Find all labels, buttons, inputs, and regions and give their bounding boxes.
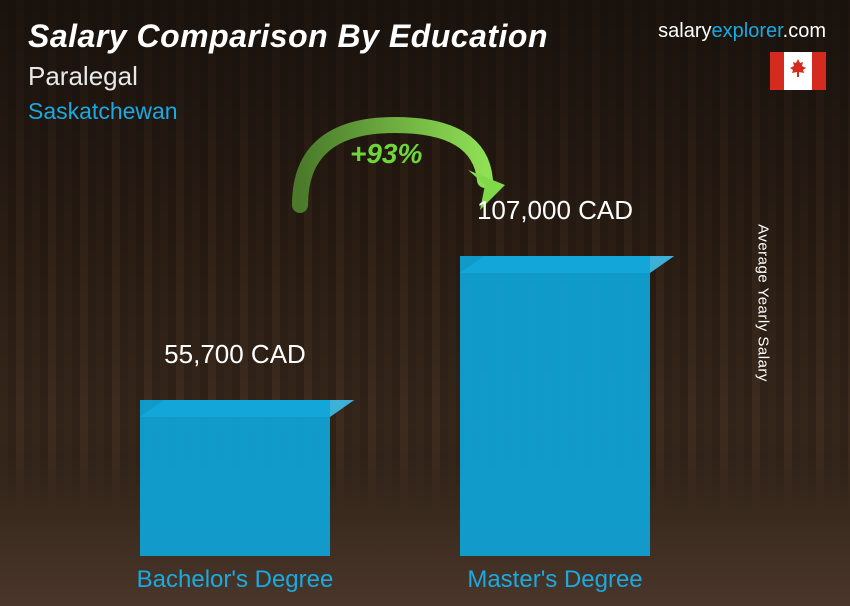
canada-flag-icon — [770, 52, 826, 90]
brand-prefix: salary — [658, 20, 711, 42]
region-label: Saskatchewan — [28, 98, 826, 125]
flag-maple-leaf-icon — [784, 52, 812, 90]
brand-mid: explorer — [712, 20, 783, 42]
brand-logo-text: salaryexplorer.com — [658, 20, 826, 43]
value-label-masters: 107,000 CAD — [440, 195, 670, 226]
infographic-container: Salary Comparison By Education Paralegal… — [0, 0, 850, 606]
job-subtitle: Paralegal — [28, 61, 826, 92]
bar-bachelors — [140, 400, 330, 556]
flag-stripe-left — [770, 52, 784, 90]
brand-suffix: .com — [783, 20, 826, 42]
bar-chart: +93% 55,700 CAD Bachelor's Degree 107,00… — [0, 130, 850, 606]
value-label-bachelors: 55,700 CAD — [120, 339, 350, 370]
category-label-bachelors: Bachelor's Degree — [100, 566, 370, 594]
percent-increase-badge: +93% — [350, 138, 422, 170]
bar-front-face — [460, 256, 650, 556]
category-label-masters: Master's Degree — [420, 566, 690, 594]
bar-front-face — [140, 400, 330, 556]
flag-stripe-right — [812, 52, 826, 90]
bar-masters — [460, 256, 650, 556]
